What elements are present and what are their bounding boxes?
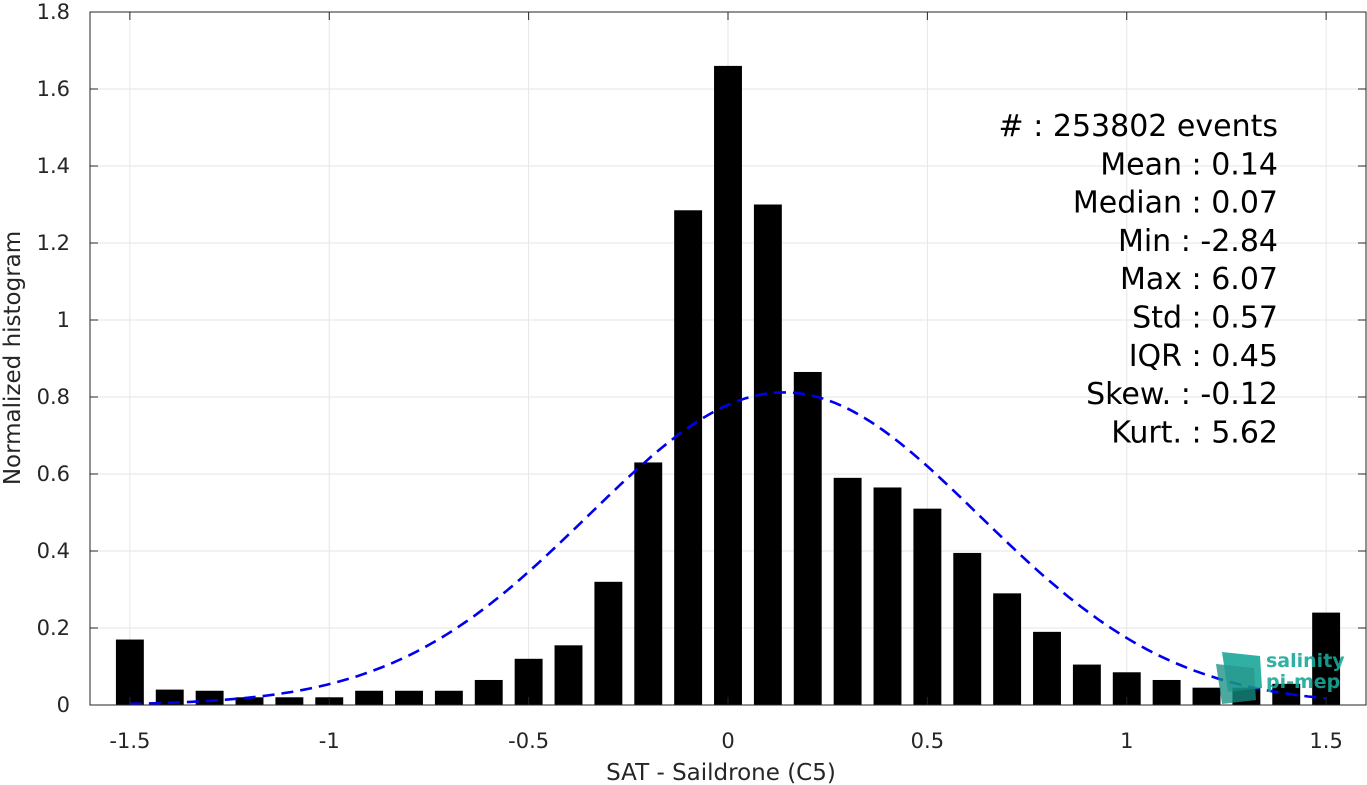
y-tick-label: 1.6 (37, 77, 70, 101)
x-tick-label: -1 (319, 729, 340, 753)
histogram-bar (195, 690, 224, 705)
gaussian-fit-curve (129, 391, 1327, 706)
histogram-bar (1192, 687, 1221, 705)
histogram-bar (235, 697, 264, 705)
histogram-bar (434, 690, 463, 705)
histogram-bar (115, 639, 144, 705)
histogram-bar (1072, 664, 1101, 705)
y-tick-label: 0 (57, 693, 70, 717)
x-tick-label: -0.5 (508, 729, 549, 753)
histogram-bar (1152, 679, 1181, 705)
x-tick-label: 0 (721, 729, 734, 753)
y-tick-label: 0.4 (37, 539, 70, 563)
histogram-bar (714, 65, 742, 705)
x-tick-label: -1.5 (109, 729, 150, 753)
x-tick-label: 0.5 (911, 729, 944, 753)
y-tick-label: 0.6 (37, 462, 70, 486)
histogram-bar (634, 462, 663, 705)
y-tick-label: 1.8 (37, 0, 70, 24)
histogram-bar (753, 204, 782, 705)
axis-ticks: -1.5 -1 -0.5 0 0.5 1 1.5 0 0.2 0.4 0.6 0.8 1 1.2 1.4 1.… (37, 0, 1366, 753)
logo-line1: salinity (1266, 650, 1345, 672)
histogram-bar (873, 487, 902, 705)
histogram-bar (1033, 631, 1061, 705)
histogram-bar (275, 697, 304, 705)
histogram-bar (554, 645, 583, 705)
logo-line2: pi-mep (1266, 671, 1340, 693)
salinity-pimep-logo: salinity pi-mep (1216, 650, 1345, 704)
histogram-bar (155, 689, 184, 705)
y-axis-label: Normalized histogram (0, 231, 26, 485)
x-tick-label: 1 (1120, 729, 1133, 753)
stats-line: Max : 6.07 (1120, 262, 1278, 297)
histogram-bar (474, 679, 503, 705)
y-tick-label: 1 (57, 308, 70, 332)
y-tick-label: 1.2 (37, 231, 70, 255)
stats-line: Skew. : -0.12 (1086, 377, 1278, 412)
wave-icon (1216, 652, 1262, 704)
y-tick-label: 0.2 (37, 616, 70, 640)
y-tick-label: 1.4 (37, 154, 70, 178)
stats-line: Std : 0.57 (1132, 301, 1278, 336)
stats-line: Mean : 0.14 (1100, 147, 1278, 182)
stats-line: Kurt. : 5.62 (1111, 415, 1278, 450)
x-axis-label: SAT - Saildrone (C5) (606, 760, 836, 785)
histogram-bar (993, 593, 1022, 705)
y-tick-label: 0.8 (37, 385, 70, 409)
histogram-bar (355, 690, 384, 705)
histogram-bar (674, 210, 703, 705)
stats-line: # : 253802 events (999, 109, 1278, 144)
histogram-bar (833, 477, 862, 705)
stats-line: Min : -2.84 (1118, 224, 1278, 259)
bar-series (115, 65, 1341, 705)
x-tick-label: 1.5 (1309, 729, 1342, 753)
stats-line: IQR : 0.45 (1129, 339, 1278, 374)
histogram-bar (1312, 612, 1341, 705)
histogram-bar (913, 508, 942, 705)
histogram-bar (395, 690, 423, 705)
histogram-bar (594, 581, 623, 705)
histogram-bar (793, 371, 822, 705)
stats-line: Median : 0.07 (1073, 186, 1278, 221)
histogram-bar (953, 552, 982, 705)
